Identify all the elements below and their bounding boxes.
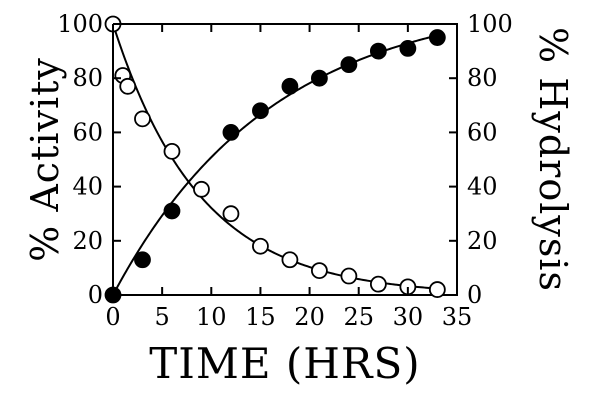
activity-point bbox=[340, 267, 358, 285]
right-y-axis-title: % Hydrolysis bbox=[531, 27, 575, 292]
right-y-tick-label: 100 bbox=[467, 10, 513, 38]
x-tick-label: 0 bbox=[105, 303, 120, 331]
right-y-axis-ticks: 0 20 40 60 80 100 bbox=[449, 10, 513, 309]
x-tick-label: 25 bbox=[343, 303, 374, 331]
x-tick-label: 10 bbox=[196, 303, 227, 331]
right-y-tick-label: 20 bbox=[467, 227, 498, 255]
plot-frame bbox=[112, 23, 458, 296]
activity-point bbox=[369, 275, 387, 293]
left-y-tick-label: 0 bbox=[88, 281, 103, 309]
hydrolysis-point bbox=[222, 123, 240, 141]
right-y-tick-label: 80 bbox=[467, 64, 498, 92]
activity-point bbox=[428, 281, 446, 298]
left-y-tick-label: 40 bbox=[72, 173, 103, 201]
fit-curve-filled-circle bbox=[112, 34, 438, 296]
hydrolysis-point bbox=[428, 29, 446, 46]
activity-point bbox=[134, 110, 151, 128]
x-tick-label: 30 bbox=[393, 303, 424, 331]
right-y-tick-label: 0 bbox=[467, 281, 482, 309]
hydrolysis-point bbox=[310, 69, 328, 87]
x-tick-label: 20 bbox=[294, 303, 325, 331]
right-y-tick-label: 40 bbox=[467, 173, 498, 201]
left-y-tick-label: 100 bbox=[57, 10, 103, 38]
x-axis-ticks: 0 5 10 15 20 25 30 35 bbox=[105, 24, 472, 331]
left-y-tick-label: 80 bbox=[72, 64, 103, 92]
activity-point bbox=[222, 205, 240, 223]
hydrolysis-point bbox=[399, 39, 417, 57]
plot-area bbox=[104, 15, 458, 304]
left-y-tick-label: 60 bbox=[72, 118, 103, 146]
hydrolysis-point bbox=[281, 77, 299, 95]
x-tick-label: 5 bbox=[155, 303, 170, 331]
left-y-axis-ticks: 0 20 40 60 80 100 bbox=[57, 10, 121, 309]
hydrolysis-point bbox=[340, 56, 358, 74]
fit-curve-open-circle bbox=[112, 23, 438, 290]
activity-point bbox=[163, 142, 181, 160]
left-y-tick-label: 20 bbox=[72, 227, 103, 255]
x-tick-label: 35 bbox=[442, 303, 473, 331]
left-y-axis-title: % Activity bbox=[23, 57, 67, 262]
activity-point bbox=[281, 251, 299, 269]
hydrolysis-point bbox=[252, 102, 269, 120]
hydrolysis-point bbox=[134, 251, 151, 269]
x-tick-label: 15 bbox=[245, 303, 276, 331]
right-y-tick-label: 60 bbox=[467, 118, 498, 146]
activity-point bbox=[119, 77, 137, 95]
hydrolysis-point bbox=[369, 42, 387, 60]
activity-point bbox=[310, 262, 328, 280]
hydrolysis-point bbox=[163, 202, 181, 220]
x-axis-title: TIME (HRS) bbox=[149, 339, 420, 388]
activity-point bbox=[193, 180, 210, 198]
activity-point bbox=[252, 237, 269, 255]
